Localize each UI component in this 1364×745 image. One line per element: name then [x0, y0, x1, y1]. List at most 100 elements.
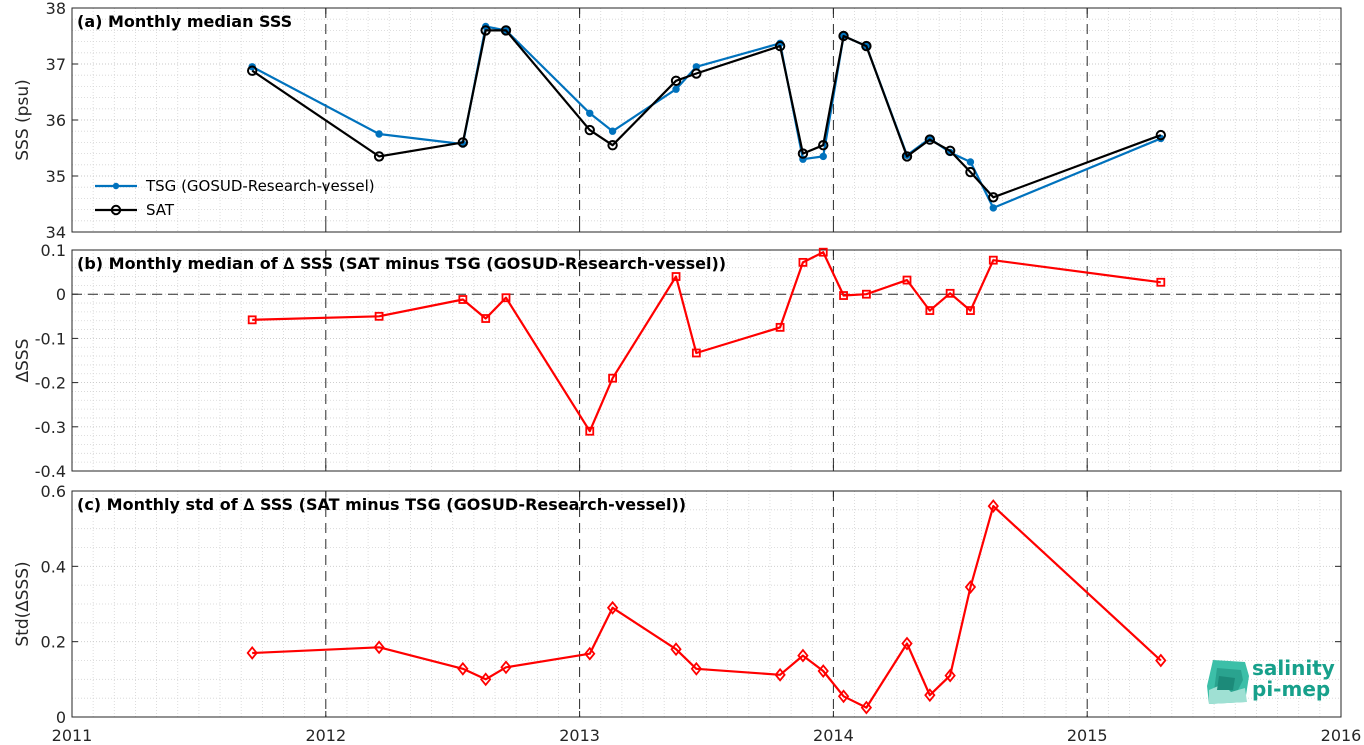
data-point [608, 127, 617, 135]
data-point [246, 65, 258, 76]
data-point [480, 25, 491, 36]
data-point [988, 255, 998, 265]
data-point [839, 291, 848, 300]
data-point [691, 68, 702, 79]
x-tick-label: 2015 [1067, 726, 1108, 745]
axes-frame [71, 249, 1342, 472]
data-point [670, 75, 682, 87]
data-point [817, 664, 829, 678]
data-point [501, 293, 511, 303]
y-tick-label: -0.3 [35, 418, 66, 437]
y-tick-label: 0 [56, 708, 66, 727]
data-point [901, 636, 913, 651]
y-tick-label: 37 [46, 55, 66, 74]
y-tick-label: 0.4 [41, 557, 66, 576]
salinity-pimep-logo-icon [1207, 660, 1249, 704]
data-point [480, 672, 492, 687]
data-point [584, 646, 596, 661]
data-point [901, 151, 913, 162]
data-point [585, 426, 595, 436]
data-point [774, 667, 786, 682]
data-point [818, 140, 829, 151]
data-point [500, 660, 512, 675]
y-tick-label: 36 [46, 111, 66, 130]
legend-label: TSG (GOSUD-Research-vessel) [145, 177, 375, 195]
axes-frame [71, 490, 1342, 718]
data-point [584, 124, 595, 136]
series-delta-sss [246, 499, 1167, 715]
y-tick-label: 0.6 [41, 482, 66, 501]
legend-swatch-marker [110, 204, 122, 216]
panel-title: (c) Monthly std of ∆ SSS (SAT minus TSG … [77, 495, 686, 514]
data-point [500, 25, 512, 36]
data-point [989, 204, 997, 212]
data-point [672, 85, 680, 93]
data-point [837, 689, 850, 704]
data-point [457, 137, 469, 148]
y-axis-label: ∆SSS [13, 339, 33, 384]
data-point [861, 289, 871, 299]
logo-line1: salinity [1252, 656, 1335, 680]
data-point [586, 109, 594, 117]
data-point [987, 499, 999, 513]
data-point [690, 661, 703, 676]
y-axis-label: Std(∆SSS) [13, 561, 33, 646]
panel-title: (b) Monthly median of ∆ SSS (SAT minus T… [77, 254, 726, 273]
x-tick-label: 2014 [813, 726, 854, 745]
logo-line2: pi-mep [1252, 677, 1331, 701]
data-point [670, 642, 682, 657]
data-point [1156, 277, 1166, 287]
data-point [458, 295, 468, 304]
y-tick-label: 35 [46, 167, 66, 186]
data-point [965, 166, 976, 178]
data-point [902, 275, 912, 285]
data-point [246, 646, 258, 660]
y-tick-label: 0 [56, 285, 66, 304]
data-point [481, 314, 491, 323]
data-point [797, 148, 809, 159]
x-tick-label: 2013 [559, 726, 600, 745]
x-tick-label: 2012 [305, 726, 346, 745]
data-point [798, 257, 808, 267]
salinity-pimep-logo: salinity pi-mep [1205, 656, 1335, 708]
data-point [945, 288, 955, 298]
data-point [774, 40, 786, 52]
data-point [966, 158, 975, 166]
data-point [861, 40, 872, 52]
data-point [966, 306, 975, 315]
data-point [964, 580, 977, 594]
data-point [944, 145, 956, 157]
legend-swatch-marker [112, 182, 120, 190]
data-point [944, 668, 956, 683]
data-point [819, 152, 827, 161]
data-point [373, 151, 385, 162]
data-point [860, 700, 873, 715]
data-point [691, 348, 701, 358]
data-point [797, 648, 809, 663]
data-point [373, 640, 385, 655]
data-point [1155, 653, 1167, 668]
panel-c: 0 0.2 0.4 0.6 Std(∆SSS) (c) Monthly std of ∆ … [13, 482, 1342, 727]
panel-title: (a) Monthly median SSS [77, 12, 292, 31]
data-point [375, 130, 383, 138]
series-delta-sss [247, 247, 1166, 436]
data-point [775, 322, 785, 332]
series-line [252, 251, 1161, 433]
legend-label: SAT [146, 201, 175, 219]
data-point [247, 315, 257, 325]
data-point [457, 661, 469, 676]
data-point [608, 373, 617, 383]
data-point [607, 140, 618, 151]
y-tick-label: 38 [46, 0, 66, 18]
y-tick-label: -0.2 [35, 374, 66, 393]
data-point [924, 688, 936, 703]
x-tick-label: 2011 [52, 726, 93, 745]
y-tick-label: -0.1 [35, 329, 66, 348]
y-axis-label: SSS (psu) [13, 79, 33, 160]
y-tick-label: -0.4 [35, 462, 66, 481]
panel-b: -0.4 -0.3 -0.2 -0.1 0 0.1 ∆SSS (b) Monthly medi… [13, 241, 1342, 481]
data-point [988, 192, 999, 203]
y-tick-label: 34 [46, 223, 66, 242]
x-tick-label: 2016 [1321, 726, 1362, 745]
